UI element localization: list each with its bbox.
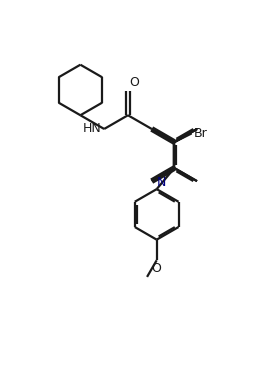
Text: N: N (157, 176, 166, 189)
Text: Br: Br (194, 127, 208, 140)
Text: HN: HN (83, 122, 102, 135)
Text: O: O (129, 76, 139, 89)
Text: O: O (152, 262, 162, 275)
